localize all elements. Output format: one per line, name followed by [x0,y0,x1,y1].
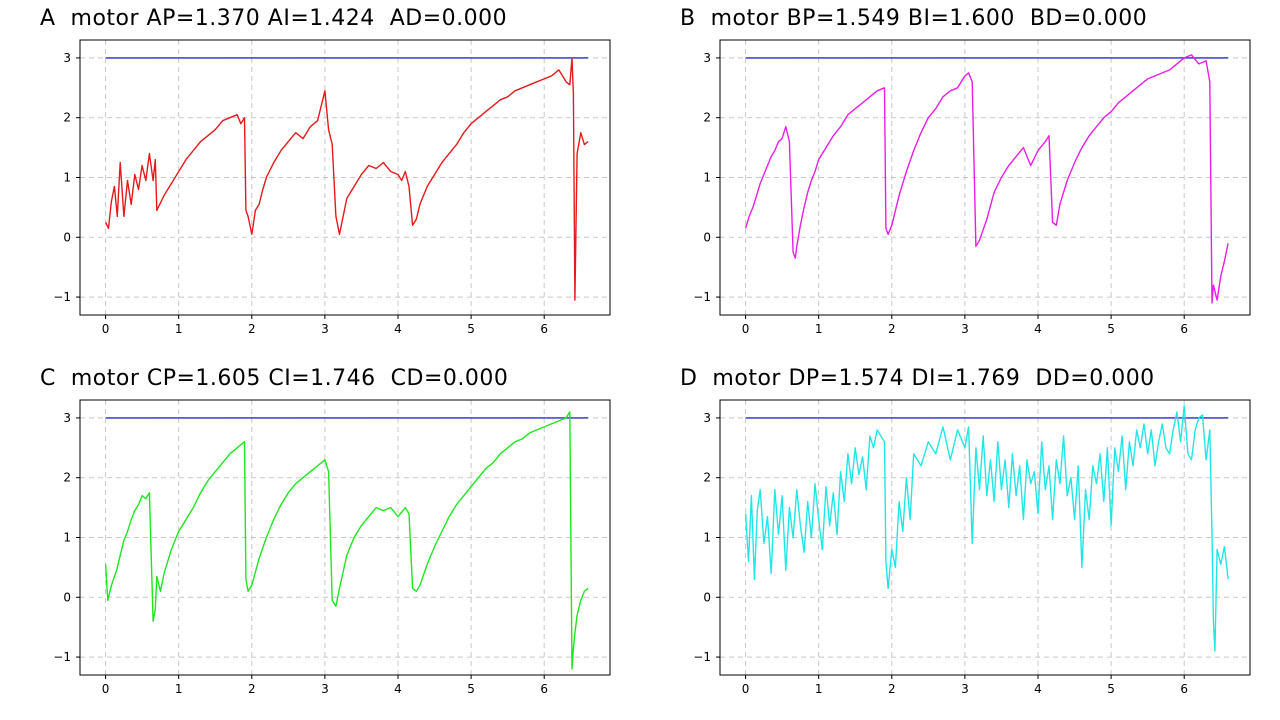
x-tick-label-b-3: 3 [961,322,969,336]
x-tick-label-a-6: 6 [540,322,548,336]
y-tick-label-c-1: 0 [63,590,71,604]
x-tick-label-c-4: 4 [394,682,402,696]
panel-b: 0 1 2 3 4 5 6 −1 0 1 2 3 B motor BP=1.549 BI=1.600 … [640,0,1280,360]
x-tick-label-b-2: 2 [888,322,896,336]
y-tick-label-a-3: 2 [63,111,71,125]
y-tick-label-a-4: 3 [63,51,71,65]
panel-a: 0 1 2 3 4 5 6 −1 0 1 2 3 A motor AP=1.370 AI=1.424 … [0,0,640,360]
panel-c: 0 1 2 3 4 5 6 −1 0 1 2 3 C motor CP=1.605 CI=1.746 … [0,360,640,720]
y-tick-label-d-0: −1 [693,650,711,664]
y-tick-label-d-2: 1 [703,531,711,545]
x-tick-label-a-4: 4 [394,322,402,336]
response-line-c [104,411,589,670]
y-tick-label-d-4: 3 [703,411,711,425]
chart-d: 0 1 2 3 4 5 6 −1 0 1 2 3 [693,399,1251,696]
chart-title-b: B motor BP=1.549 BI=1.600 BD=0.000 [680,6,1148,31]
y-tick-label-b-1: 0 [703,230,711,244]
x-tick-label-a-1: 1 [175,322,183,336]
panel-d: 0 1 2 3 4 5 6 −1 0 1 2 3 D motor DP=1.574 DI=1.769 … [640,360,1280,720]
chart-b: 0 1 2 3 4 5 6 −1 0 1 2 3 [693,39,1251,336]
x-tick-label-a-0: 0 [102,322,110,336]
x-tick-label-b-4: 4 [1034,322,1042,336]
x-tick-label-b-6: 6 [1180,322,1188,336]
x-tick-label-d-2: 2 [888,682,896,696]
chart-title-c: C motor CP=1.605 CI=1.746 CD=0.000 [40,366,509,391]
x-tick-label-c-1: 1 [175,682,183,696]
y-tick-label-d-1: 0 [703,590,711,604]
y-tick-label-b-0: −1 [693,290,711,304]
x-tick-label-c-5: 5 [467,682,475,696]
y-tick-label-c-4: 3 [63,411,71,425]
chart-c: 0 1 2 3 4 5 6 −1 0 1 2 3 [53,399,611,696]
y-tick-label-a-2: 1 [63,171,71,185]
y-tick-label-c-2: 1 [63,531,71,545]
y-tick-label-a-0: −1 [53,290,71,304]
x-tick-label-b-1: 1 [815,322,823,336]
x-tick-label-b-5: 5 [1107,322,1115,336]
y-tick-label-b-3: 2 [703,111,711,125]
x-tick-label-d-3: 3 [961,682,969,696]
x-tick-label-a-5: 5 [467,322,475,336]
x-tick-label-d-5: 5 [1107,682,1115,696]
x-tick-label-c-3: 3 [321,682,329,696]
y-tick-label-c-0: −1 [53,650,71,664]
x-tick-label-c-6: 6 [540,682,548,696]
y-tick-label-d-3: 2 [703,471,711,485]
response-line-a [104,57,589,301]
response-line-b [744,54,1229,304]
chart-title-d: D motor DP=1.574 DI=1.769 DD=0.000 [680,366,1155,391]
x-tick-label-c-0: 0 [102,682,110,696]
x-tick-label-b-0: 0 [742,322,750,336]
response-line-d [744,405,1229,652]
chart-title-a: A motor AP=1.370 AI=1.424 AD=0.000 [40,6,508,31]
chart-a: 0 1 2 3 4 5 6 −1 0 1 2 3 [53,39,611,336]
y-tick-label-a-1: 0 [63,230,71,244]
y-tick-label-c-3: 2 [63,471,71,485]
x-tick-label-d-1: 1 [815,682,823,696]
y-tick-label-b-2: 1 [703,171,711,185]
x-tick-label-d-6: 6 [1180,682,1188,696]
x-tick-label-c-2: 2 [248,682,256,696]
x-tick-label-d-4: 4 [1034,682,1042,696]
x-tick-label-a-2: 2 [248,322,256,336]
y-tick-label-b-4: 3 [703,51,711,65]
x-tick-label-a-3: 3 [321,322,329,336]
x-tick-label-d-0: 0 [742,682,750,696]
